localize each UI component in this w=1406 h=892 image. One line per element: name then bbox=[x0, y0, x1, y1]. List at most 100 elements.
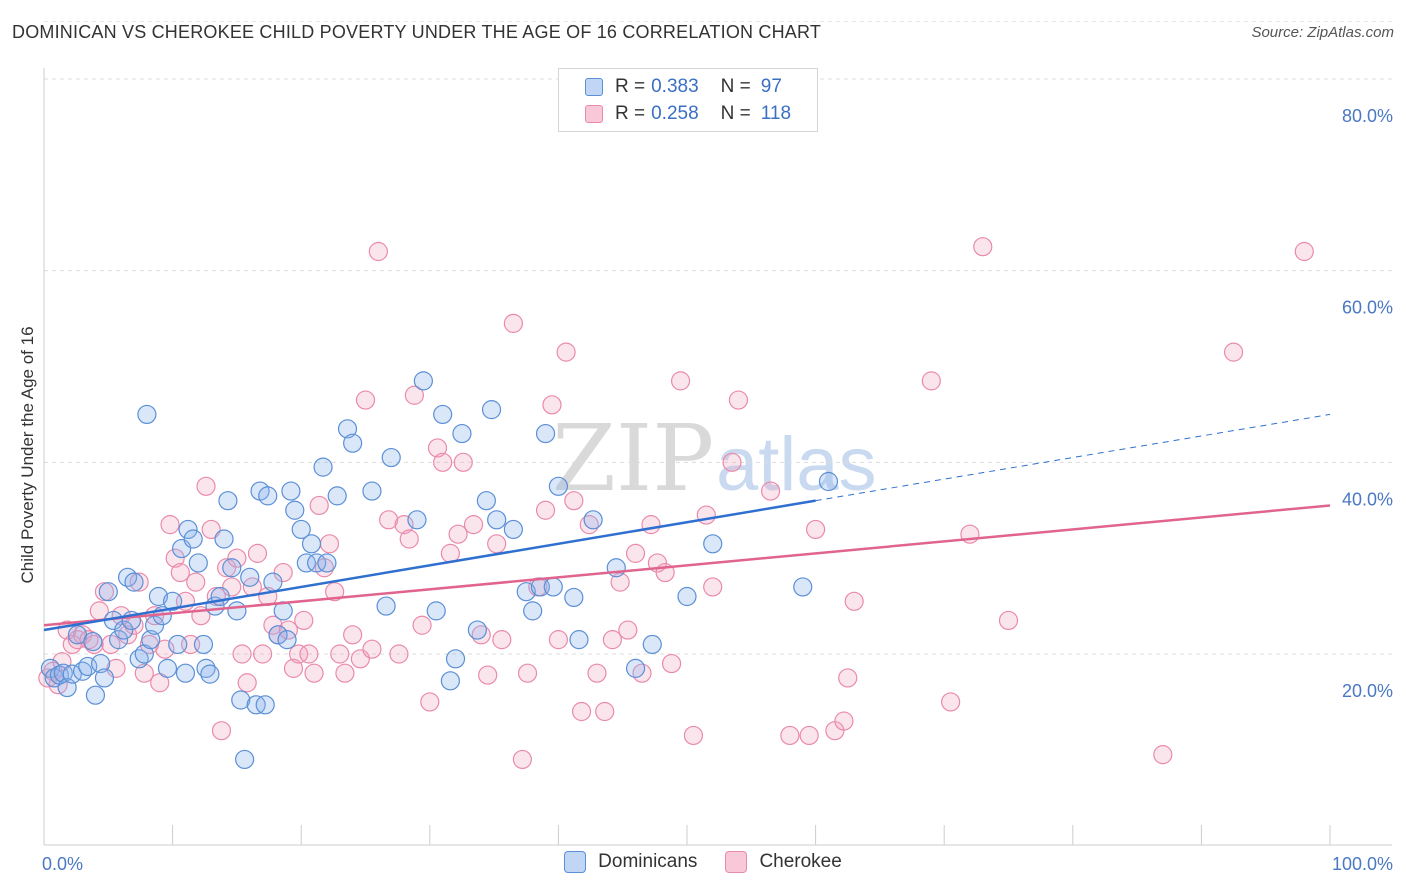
dominicans-point bbox=[178, 519, 198, 540]
dominicans-points bbox=[40, 371, 839, 770]
dominicans-point bbox=[583, 510, 603, 530]
cherokee-point bbox=[170, 562, 190, 583]
cherokee-point bbox=[211, 721, 232, 741]
cherokee-point bbox=[661, 653, 682, 674]
cherokee-point bbox=[294, 610, 314, 631]
cherokee-point bbox=[319, 534, 340, 554]
dominicans-point bbox=[476, 491, 496, 511]
y-tick-label: 80.0% bbox=[1342, 106, 1393, 126]
dominicans-point bbox=[148, 586, 169, 607]
dominicans-point bbox=[426, 601, 446, 621]
dominicans-point bbox=[467, 620, 487, 640]
dominicans-point bbox=[183, 529, 203, 549]
cherokee-point bbox=[304, 663, 324, 683]
cherokee-point bbox=[433, 452, 453, 472]
cherokee-point bbox=[394, 515, 414, 535]
cherokee-point bbox=[283, 658, 304, 678]
dominicans-point bbox=[516, 582, 536, 602]
cherokee-point bbox=[517, 663, 538, 683]
series-legend: Dominicans Cherokee bbox=[0, 851, 1406, 873]
dominicans-point bbox=[168, 634, 188, 655]
cherokee-point bbox=[799, 725, 819, 746]
cherokee-point bbox=[335, 663, 355, 683]
cherokee-point bbox=[368, 241, 388, 262]
cherokee-point bbox=[844, 591, 864, 611]
dominicans-point bbox=[193, 634, 214, 655]
dominicans-point bbox=[124, 572, 144, 592]
cherokee-point bbox=[722, 452, 742, 472]
legend-label-dominicans: Dominicans bbox=[598, 851, 698, 872]
dominicans-point bbox=[231, 690, 251, 710]
cherokee-point bbox=[670, 371, 691, 391]
y-tick-label: 40.0% bbox=[1342, 489, 1393, 509]
cherokee-point bbox=[355, 390, 376, 410]
cherokee-point bbox=[278, 620, 298, 640]
dominicans-point bbox=[157, 658, 178, 678]
cherokee-point bbox=[237, 673, 257, 693]
cherokee-point bbox=[487, 534, 507, 554]
cherokee-point bbox=[289, 644, 309, 664]
cherokee-point bbox=[610, 572, 630, 592]
dominicans-point bbox=[281, 481, 301, 501]
x-tick-label: 0.0% bbox=[42, 854, 83, 874]
dominicans-trend-line bbox=[43, 499, 816, 632]
dominicans-point bbox=[227, 601, 247, 621]
dominicans-point bbox=[440, 671, 460, 691]
cherokee-point bbox=[362, 639, 382, 659]
cherokee-point bbox=[595, 701, 615, 722]
cherokee-point bbox=[196, 476, 216, 496]
cherokee-point bbox=[247, 543, 268, 563]
cherokee-point bbox=[1294, 241, 1314, 262]
cherokee-point bbox=[641, 515, 661, 535]
dominicans-point bbox=[452, 423, 472, 444]
dominicans-point bbox=[108, 630, 129, 650]
cherokee-point bbox=[478, 665, 498, 685]
cherokee-point bbox=[587, 663, 607, 683]
cherokee-point bbox=[389, 644, 409, 664]
cherokee-point bbox=[448, 524, 468, 544]
cherokee-point bbox=[253, 644, 273, 664]
cherokee-point bbox=[683, 725, 704, 746]
dominicans-point bbox=[569, 630, 589, 650]
dominicans-point bbox=[134, 644, 154, 664]
cherokee-points bbox=[38, 237, 1314, 770]
cherokee-point bbox=[1153, 745, 1173, 765]
dominicans-point bbox=[381, 447, 401, 468]
dominicans-point bbox=[818, 471, 839, 492]
legend-n-label: N = bbox=[720, 76, 751, 97]
cherokee-point bbox=[805, 519, 826, 540]
dominicans-point bbox=[343, 433, 363, 453]
dominicans-point bbox=[376, 596, 396, 616]
cherokee-point bbox=[542, 395, 562, 415]
cherokee-point bbox=[571, 701, 592, 722]
cherokee-point bbox=[921, 371, 941, 391]
cherokee-point bbox=[273, 562, 293, 583]
cherokee-point bbox=[1223, 342, 1244, 362]
dominicans-point bbox=[291, 519, 311, 540]
cherokee-point bbox=[556, 342, 576, 362]
dominicans-point bbox=[94, 668, 115, 688]
dominicans-point bbox=[175, 663, 196, 683]
cherokee-point bbox=[463, 515, 484, 535]
dominicans-point bbox=[625, 658, 646, 678]
legend-row-cherokee: R = 0.258 N = 118 bbox=[585, 102, 791, 126]
cherokee-point bbox=[503, 313, 523, 333]
cherokee-point bbox=[404, 385, 424, 405]
cherokee-point bbox=[155, 639, 175, 659]
legend-n-value: 118 bbox=[760, 103, 792, 124]
dominicans-point bbox=[301, 534, 322, 554]
cherokee-point bbox=[343, 625, 363, 645]
legend-item-dominicans: Dominicans bbox=[564, 851, 697, 873]
dominicans-point bbox=[313, 457, 333, 477]
dominicans-point bbox=[642, 634, 662, 655]
legend-row-dominicans: R = 0.383 N = 97 bbox=[585, 75, 782, 99]
legend-swatch-dominicans bbox=[564, 851, 587, 873]
legend-r-value: 0.383 bbox=[651, 76, 699, 97]
legend-r-value: 0.258 bbox=[651, 103, 699, 124]
trend-lines bbox=[43, 413, 1331, 632]
cherokee-point bbox=[227, 548, 247, 568]
cherokee-point bbox=[512, 749, 532, 770]
dominicans-point bbox=[214, 529, 234, 549]
cherokee-point bbox=[412, 615, 432, 635]
